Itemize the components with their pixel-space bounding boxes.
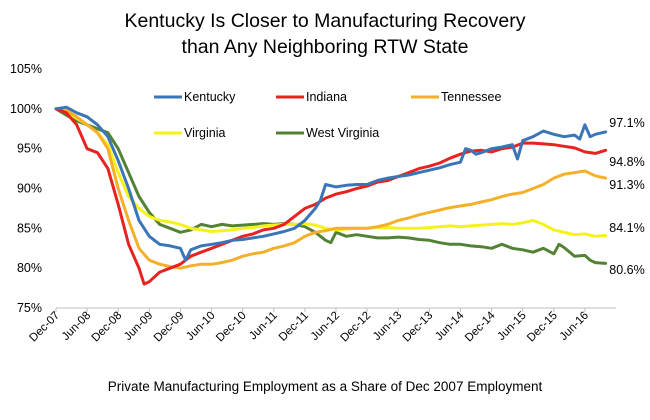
x-tick-label: Jun-10 (184, 310, 217, 343)
x-tick-label: Jun-14 (433, 309, 467, 343)
end-label-tennessee: 91.3% (609, 178, 644, 192)
y-tick-label: 80% (17, 261, 42, 275)
x-tick-label: Dec-09 (152, 310, 187, 345)
series-lines (54, 105, 608, 286)
y-tick-label: 95% (17, 142, 42, 156)
end-labels: 97.1% 94.8% 91.3% 84.1% 80.6% (609, 116, 644, 277)
x-tick-label: Jun-08 (60, 310, 93, 343)
y-tick-label: 75% (17, 301, 42, 315)
x-tick-label: Jun-13 (371, 310, 404, 343)
x-tick-label: Jun-16 (558, 310, 591, 343)
x-tick-label: Dec-15 (525, 310, 560, 345)
x-tick-label: Jun-12 (309, 310, 342, 343)
x-tick-label: Dec-08 (90, 310, 125, 345)
x-tick-label: Dec-14 (463, 309, 498, 344)
legend: Kentucky Indiana Tennessee Virginia West Vir… (154, 90, 502, 140)
legend-label-west-virginia: West Virginia (306, 126, 379, 140)
x-tick-label: Dec-12 (339, 310, 374, 345)
chart-title-line-1: Kentucky Is Closer to Manufacturing Reco… (124, 10, 526, 32)
series-line-kentucky (54, 105, 608, 262)
x-tick-label: Jun-11 (247, 310, 280, 343)
axes: 75%80%85%90%95%100%105%Dec-07Jun-08Dec-0… (10, 62, 616, 344)
legend-label-tennessee: Tennessee (441, 90, 502, 104)
end-label-virginia: 84.1% (609, 221, 644, 235)
chart-subtitle: Private Manufacturing Employment as a Sh… (107, 379, 543, 394)
x-tick-label: Dec-10 (214, 310, 249, 345)
x-tick-label: Dec-11 (277, 310, 311, 344)
end-label-indiana: 94.8% (609, 155, 644, 169)
y-tick-label: 105% (10, 62, 42, 76)
y-tick-label: 90% (17, 182, 42, 196)
series-line-tennessee (54, 107, 608, 270)
y-tick-label: 85% (17, 221, 42, 235)
y-tick-label: 100% (10, 102, 42, 116)
x-tick-label: Dec-13 (401, 310, 436, 345)
chart-title-line-2: than Any Neighboring RTW State (181, 36, 469, 58)
legend-label-indiana: Indiana (306, 90, 347, 104)
end-label-kentucky: 97.1% (609, 116, 644, 130)
x-tick-label: Jun-15 (495, 310, 528, 343)
end-label-west-virginia: 80.6% (609, 263, 644, 277)
legend-label-virginia: Virginia (184, 126, 226, 140)
x-tick-label: Jun-09 (122, 310, 155, 343)
legend-label-kentucky: Kentucky (184, 90, 236, 104)
chart-title: Kentucky Is Closer to Manufacturing Reco… (0, 8, 650, 60)
